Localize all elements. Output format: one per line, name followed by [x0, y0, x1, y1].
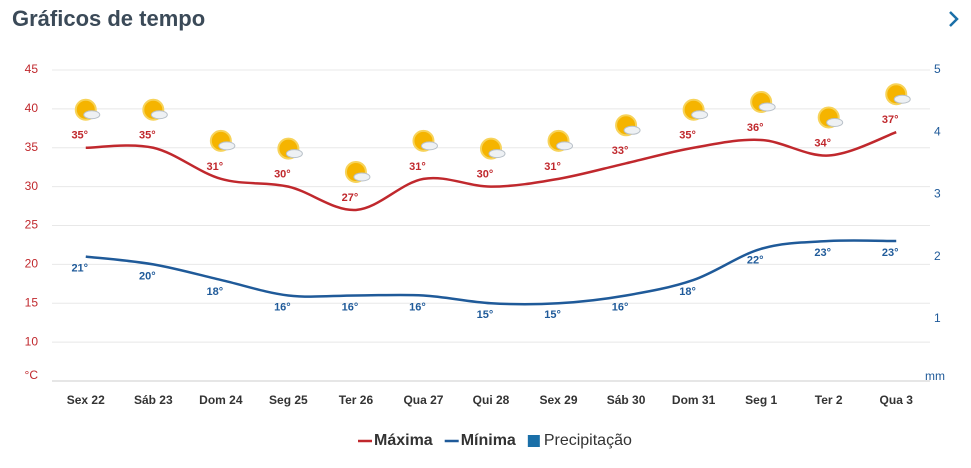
data-label: 16° [612, 301, 629, 313]
cloud [353, 172, 371, 182]
y-tick-label: 25 [25, 218, 39, 232]
line [85, 239, 897, 306]
x-tick-label: Sáb 30 [607, 393, 646, 407]
cloud [758, 102, 776, 112]
data-label: 31° [409, 161, 426, 173]
data-label: 31° [207, 161, 224, 173]
data-label: 15° [477, 309, 494, 321]
weather-icon [344, 160, 371, 183]
cloud [556, 141, 574, 151]
data-label: 16° [342, 301, 359, 313]
x-tick-label: Sáb 23 [134, 393, 173, 407]
x-tick-label: Qui 28 [473, 393, 510, 407]
x-tick-label: Qua 3 [880, 393, 914, 407]
weather-icon [277, 137, 303, 160]
cloud [420, 141, 438, 151]
x-tick-label: Ter 26 [339, 393, 374, 407]
x-tick-label: Sex 29 [540, 393, 578, 407]
y2-tick-label: 3 [934, 187, 941, 201]
data-label: 35° [679, 130, 696, 142]
weather-icon [817, 106, 844, 129]
y2-tick-label: 4 [934, 124, 941, 138]
chart-title: Gráficos de tempo [12, 6, 205, 31]
y-tick-label: 45 [25, 62, 39, 76]
weather-icon [480, 137, 506, 160]
data-label: 27° [342, 192, 359, 204]
cloud [285, 149, 303, 159]
y2-unit: mm [925, 369, 945, 383]
data-label: 16° [274, 301, 291, 313]
legend-label: Máxima [374, 432, 433, 449]
data-label: 36° [747, 122, 764, 134]
data-label: 15° [544, 309, 561, 321]
x-tick-label: Ter 2 [815, 393, 843, 407]
x-tick-label: Dom 31 [672, 393, 716, 407]
legend-label: Mínima [461, 432, 516, 449]
data-label: 18° [679, 286, 696, 298]
x-tick-label: Dom 24 [199, 393, 243, 407]
line [85, 131, 897, 212]
data-label: 35° [139, 130, 156, 142]
weather-icon [547, 129, 574, 152]
cloud [218, 141, 236, 151]
data-label: 16° [409, 301, 426, 313]
data-label: 31° [544, 161, 561, 173]
data-label: 20° [139, 270, 156, 282]
data-label: 35° [71, 130, 88, 142]
weather-icon [750, 90, 776, 113]
data-label: 23° [882, 247, 899, 259]
x-tick-label: Seg 1 [745, 393, 777, 407]
y-tick-label: 15 [25, 295, 39, 309]
y2-tick-label: 5 [934, 62, 941, 76]
x-tick-label: Seg 25 [269, 393, 308, 407]
data-label: 21° [71, 263, 88, 275]
weather-icon [682, 98, 709, 121]
cloud [623, 125, 641, 135]
legend-swatch [527, 435, 540, 447]
y-tick-label: 20 [25, 257, 39, 271]
next-arrow[interactable] [949, 11, 959, 27]
cloud [150, 110, 168, 120]
cloud [691, 110, 709, 120]
cloud [826, 118, 844, 128]
weather-icon [142, 98, 168, 121]
data-label: 23° [814, 247, 831, 259]
cloud [893, 94, 911, 104]
data-label: 30° [477, 169, 494, 181]
weather-icon [885, 83, 911, 106]
data-label: 22° [747, 255, 764, 267]
cloud [83, 110, 101, 120]
y-unit: °C [25, 368, 39, 382]
y2-tick-label: 2 [934, 249, 941, 263]
data-label: 34° [814, 137, 831, 149]
data-label: 30° [274, 169, 291, 181]
y-tick-label: 30 [25, 179, 39, 193]
cloud [488, 149, 506, 159]
x-tick-label: Sex 22 [67, 393, 105, 407]
y-tick-label: 35 [25, 140, 39, 154]
weather-icon [74, 98, 101, 121]
weather-icon [615, 114, 641, 137]
data-label: 33° [612, 145, 629, 157]
y-tick-label: 10 [25, 334, 39, 348]
weather-icon [209, 129, 236, 152]
data-label: 37° [882, 114, 899, 126]
y2-tick-label: 1 [934, 311, 941, 325]
data-label: 18° [207, 286, 224, 298]
weather-icon [412, 129, 438, 152]
legend-label: Precipitação [544, 432, 632, 449]
y-tick-label: 40 [25, 101, 39, 115]
x-tick-label: Qua 27 [403, 393, 443, 407]
